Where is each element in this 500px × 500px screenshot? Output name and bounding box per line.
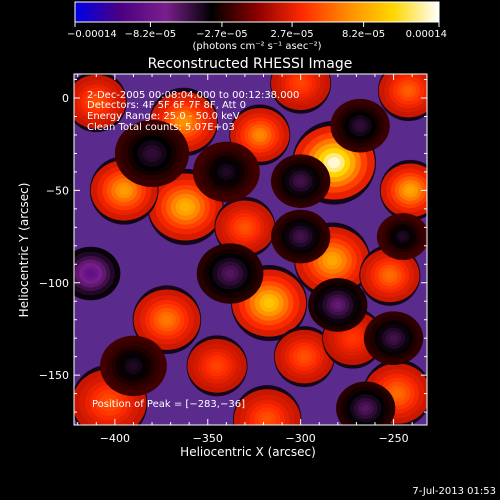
- y-tick-label: −100: [39, 277, 69, 290]
- heatmap-cold-spot: [114, 119, 190, 187]
- heatmap-cold-spot: [271, 209, 331, 264]
- heatmap-hot-spot: [359, 244, 421, 306]
- footer-timestamp: 7-Jul-2013 01:53: [412, 486, 496, 497]
- heatmap-cold-spot: [196, 243, 264, 304]
- heatmap-spots: [74, 74, 427, 425]
- heatmap-area: [74, 74, 427, 425]
- colorbar-tick-label: 2.7e−05: [271, 29, 314, 40]
- y-tick-label: 0: [62, 92, 69, 105]
- plot-frame: [73, 73, 428, 426]
- heatmap-cold-spot: [308, 278, 368, 332]
- axis-ticks: −400 −350 −300 −250 0 −50 −100 −150: [39, 74, 427, 445]
- heatmap-hot-spot: [273, 326, 335, 388]
- colorbar: [75, 2, 439, 22]
- annotation-energy-range: Energy Range: 25.0 - 50.0 keV: [87, 111, 240, 122]
- colorbar-tick-label: −2.7e−05: [196, 29, 248, 40]
- heatmap-hot-spot: [74, 74, 127, 133]
- x-tick-label: −250: [378, 432, 408, 445]
- x-tick-label: −400: [100, 432, 130, 445]
- heatmap-hot-spot: [132, 285, 202, 354]
- heatmap-cold-spot: [363, 311, 424, 366]
- heatmap-cold-spot: [376, 213, 427, 261]
- y-tick-label: −150: [39, 369, 69, 382]
- annotation-time-range: 2-Dec-2005 00:08:04.000 to 00:12:38.000: [87, 90, 299, 101]
- x-axis-label: Heliocentric X (arcsec): [180, 445, 316, 459]
- colorbar-tick-label: 8.2e−05: [342, 29, 385, 40]
- y-axis-label: Heliocentric Y (arcsec): [17, 183, 31, 318]
- colorbar-tick-label: 0.00014: [406, 29, 447, 40]
- heatmap-cold-spot: [336, 381, 396, 425]
- colorbar-frame: [74, 1, 440, 23]
- heatmap-hot-spot: [379, 159, 427, 221]
- annotation-total-counts: Clean Total counts: 5.07E+03: [87, 122, 235, 133]
- annotation-detectors: Detectors: 4F 5F 6F 7F 8F, Att 0: [87, 100, 246, 111]
- heatmap-cold-spot: [271, 154, 331, 208]
- x-tick-label: −350: [193, 432, 223, 445]
- heatmap-cold-spot: [192, 141, 260, 203]
- heatmap-hot-spot: [377, 74, 427, 122]
- peak-position-label: Position of Peak = [−283,−36]: [92, 399, 245, 410]
- heatmap-cold-spot: [100, 335, 167, 397]
- colorbar-units-label: (photons cm⁻² s⁻¹ asec⁻²): [192, 41, 321, 52]
- chart-title: Reconstructed RHESSI Image: [148, 56, 353, 72]
- heatmap-hot-spot: [232, 385, 302, 425]
- heatmap-hot-spot: [270, 74, 332, 114]
- heatmap-cold-spot: [330, 98, 390, 153]
- heatmap-hot-spot: [186, 335, 248, 397]
- heatmap-cold-spot: [74, 246, 121, 301]
- y-tick-label: −50: [46, 184, 69, 197]
- colorbar-ticks: −0.00014 −8.2e−05 −2.7e−05 2.7e−05 8.2e−05 0.…: [67, 22, 447, 40]
- colorbar-tick-label: −0.00014: [67, 29, 117, 40]
- x-tick-label: −300: [286, 432, 316, 445]
- colorbar-tick-label: −8.2e−05: [125, 29, 177, 40]
- heatmap-hot-spot: [214, 196, 276, 258]
